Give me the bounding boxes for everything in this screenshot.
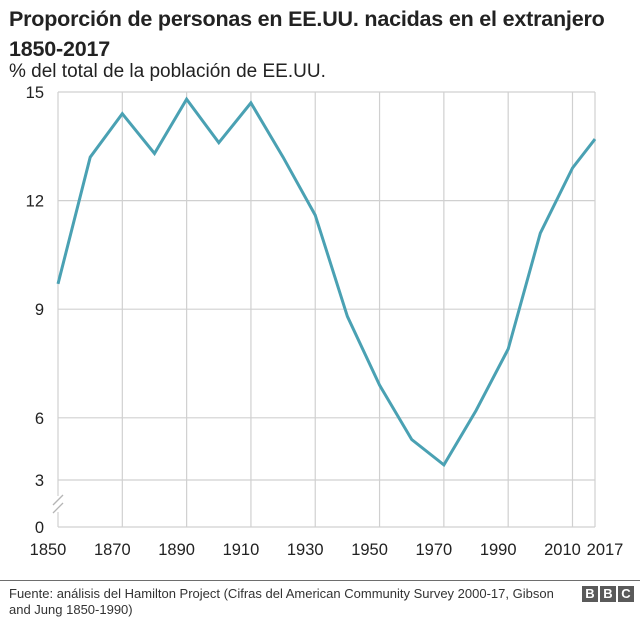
chart-title: Proporción de personas en EE.UU. nacidas… bbox=[9, 7, 605, 61]
axis-break-mark bbox=[52, 502, 64, 514]
x-tick-label: 1850 bbox=[30, 541, 67, 559]
bbc-logo-letter: B bbox=[600, 586, 616, 602]
x-tick-label: 1950 bbox=[351, 541, 388, 559]
y-tick-label: 9 bbox=[35, 301, 44, 319]
series-line bbox=[56, 96, 597, 468]
y-tick-label: 15 bbox=[26, 84, 44, 102]
x-tick-label: 1890 bbox=[158, 541, 195, 559]
bbc-logo: B B C bbox=[582, 586, 634, 602]
source-note: Fuente: análisis del Hamilton Project (C… bbox=[9, 586, 554, 617]
footer-divider bbox=[0, 580, 640, 581]
x-tick-label: 1870 bbox=[94, 541, 131, 559]
bbc-logo-letter: B bbox=[582, 586, 598, 602]
y-tick-label: 6 bbox=[35, 410, 44, 428]
axis-break-mark bbox=[52, 494, 64, 506]
y-tick-label: 12 bbox=[26, 193, 44, 211]
chart-subtitle: % del total de la población de EE.UU. bbox=[9, 61, 326, 82]
x-tick-label: 2017 bbox=[587, 541, 624, 559]
y-tick-label: 0 bbox=[35, 519, 44, 537]
x-tick-label: 1910 bbox=[223, 541, 260, 559]
x-tick-label: 1930 bbox=[287, 541, 324, 559]
line-chart: 15 12 9 6 3 0 1850 1870 1890 1910 1930 1950 1970 1990… bbox=[26, 84, 624, 559]
bbc-logo-letter: C bbox=[618, 586, 634, 602]
x-tick-label: 2010 bbox=[544, 541, 581, 559]
axis-break-gap bbox=[52, 496, 64, 512]
x-tick-label: 1970 bbox=[416, 541, 453, 559]
y-tick-label: 3 bbox=[35, 472, 44, 490]
x-tick-label: 1990 bbox=[480, 541, 517, 559]
